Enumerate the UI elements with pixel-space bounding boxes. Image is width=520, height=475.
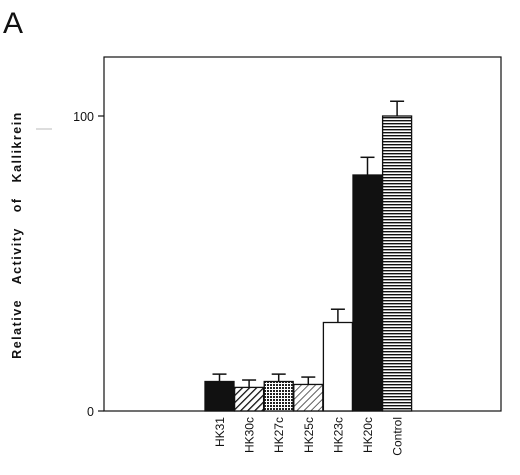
x-tick-label: HK27c	[272, 417, 286, 453]
bar-control	[381, 115, 413, 412]
x-tick-label: HK31	[213, 417, 227, 447]
x-tick-label: HK30c	[243, 417, 257, 453]
plot-frame	[103, 56, 502, 412]
x-tick-label: HK20c	[361, 417, 375, 453]
y-axis-label: Relative Activity of Kallikrein	[10, 111, 24, 359]
bar-hk27c	[263, 380, 294, 412]
bar-hk31	[204, 380, 235, 412]
error-bars	[212, 100, 405, 388]
bars	[204, 115, 413, 412]
bar-hk20c	[352, 174, 383, 412]
x-tick-label: Control	[391, 417, 405, 456]
y-axis: 0 100	[73, 110, 104, 419]
panel-label: A	[3, 7, 23, 40]
x-axis-labels: HK31 HK30c HK27c HK25c HK23c HK20c Control	[213, 417, 405, 456]
bar-hk25c	[293, 383, 324, 412]
y-tick-label: 0	[87, 405, 94, 419]
x-tick-label: HK23c	[331, 417, 345, 453]
y-tick-label: 100	[73, 110, 94, 124]
bar-hk23c	[322, 321, 354, 412]
x-tick-label: HK25c	[302, 417, 316, 453]
bar-hk30c	[233, 386, 265, 412]
